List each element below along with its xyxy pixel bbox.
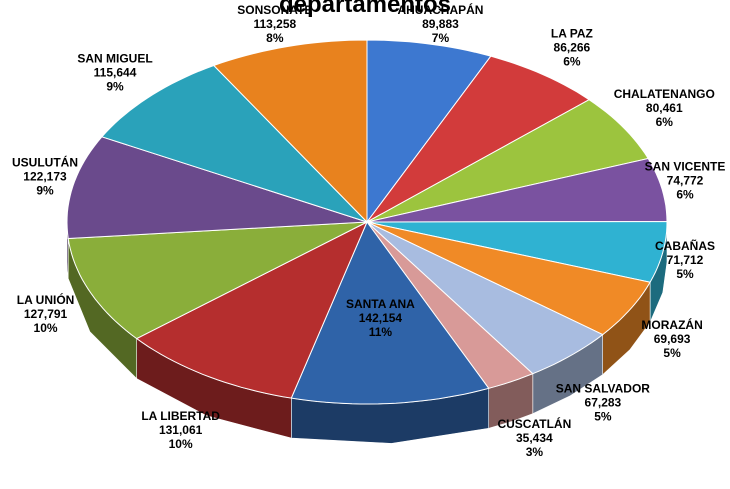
slice	[366, 221, 604, 375]
slice-label: LA UNIÓN	[17, 292, 75, 307]
slice-value-label: 142,154	[359, 311, 403, 325]
slice	[366, 55, 591, 223]
slice-percent-label: 6%	[563, 54, 581, 68]
slice-label: SAN MIGUEL	[77, 51, 152, 65]
slice	[366, 221, 534, 389]
slice-percent-label: 5%	[663, 346, 681, 360]
slice	[366, 221, 651, 336]
slice-label: SANTA ANA	[346, 297, 415, 311]
slice-value-label: 115,644	[94, 65, 137, 79]
slice-percent-label: 5%	[594, 410, 612, 424]
slice-percent-label: 7%	[432, 31, 450, 45]
slice	[290, 220, 490, 405]
slice-label: MORAZÁN	[641, 317, 702, 332]
slice	[67, 221, 368, 340]
slice-label: LA PAZ	[551, 26, 593, 40]
slice-percent-label: 9%	[106, 79, 124, 93]
slice-percent-label: 3%	[526, 445, 544, 459]
slice-percent-label: 10%	[34, 321, 58, 335]
slice-value-label: 80,461	[646, 101, 683, 115]
slice-label: LA LIBERTAD	[141, 409, 220, 423]
slice	[366, 221, 668, 283]
slice	[366, 39, 492, 224]
slice-value-label: 127,791	[24, 307, 68, 321]
slice-tops	[66, 39, 668, 405]
slice-label: SONSONATE	[237, 3, 312, 17]
slice-value-label: 69,693	[654, 332, 691, 346]
chart-title: departamentos	[279, 0, 451, 18]
slice-percent-label: 6%	[676, 187, 694, 201]
slice	[101, 64, 368, 223]
slice-value-label: 67,283	[585, 396, 622, 410]
slice-value-label: 35,434	[516, 431, 553, 445]
slice-value-label: 74,772	[667, 173, 704, 187]
slice-percent-label: 9%	[36, 183, 54, 197]
slice-value-label: 122,173	[23, 169, 67, 183]
slice-label: USULUTÁN	[12, 154, 78, 169]
slice-value-label: 131,061	[159, 423, 203, 437]
slice-value-label: 113,258	[253, 17, 296, 31]
slice-percent-label: 10%	[169, 437, 193, 451]
slice	[212, 39, 368, 224]
slice-value-label: 86,266	[554, 40, 591, 54]
slice	[366, 99, 650, 223]
slice	[135, 220, 369, 399]
slice-label: AHUACHAPÁN	[397, 2, 483, 17]
slice-value-label: 89,883	[422, 17, 459, 31]
slice-percent-label: 8%	[266, 31, 284, 45]
slice-label: CABAÑAS	[655, 238, 715, 253]
slice-label: CUSCATLÁN	[497, 416, 571, 431]
slice-percent-label: 6%	[656, 115, 674, 129]
slice-percent-label: 5%	[676, 267, 694, 281]
slice-label: SAN VICENTE	[645, 159, 726, 173]
slice	[66, 136, 368, 240]
slice	[366, 157, 668, 223]
slice-percent-label: 11%	[369, 325, 393, 339]
slice-label: CHALATENANGO	[614, 87, 715, 101]
slice-value-label: 71,712	[667, 253, 704, 267]
slice-label: SAN SALVADOR	[556, 382, 651, 396]
